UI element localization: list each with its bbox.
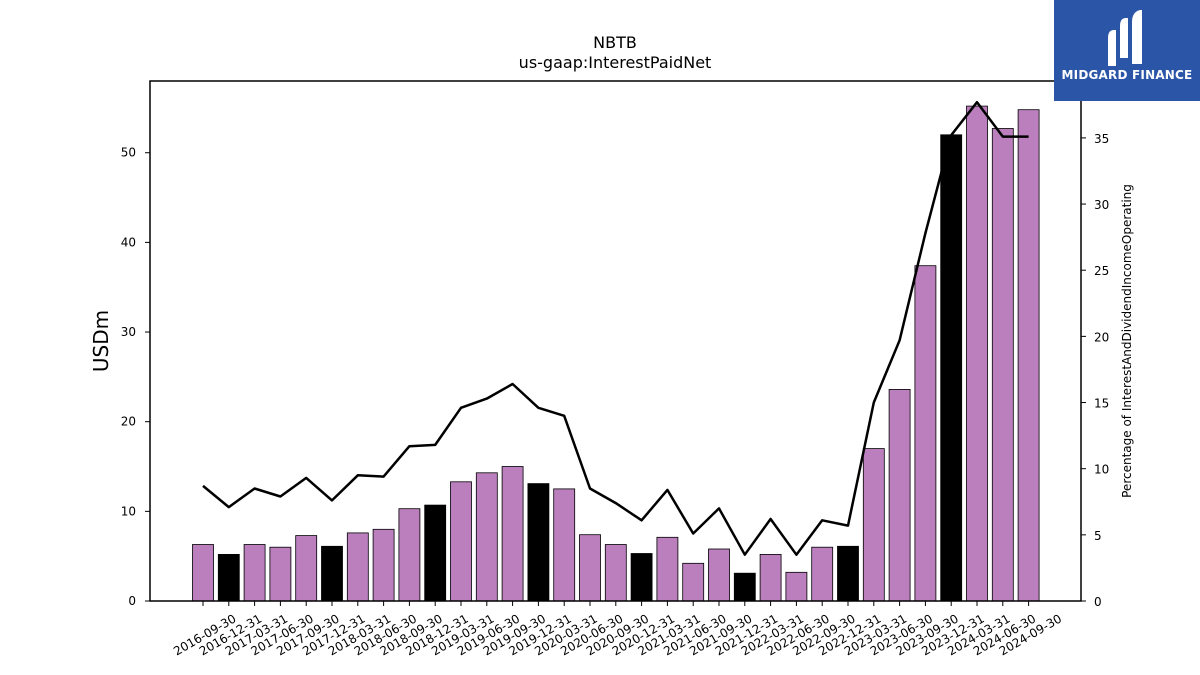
left-axis: 0 10 20 30 40 50 [121,146,150,608]
y2-tick-label: 10 [1094,463,1109,477]
bar-2019-06-30 [475,472,498,602]
y-tick-label: 50 [121,146,136,160]
bar-2022-06-30 [785,571,808,602]
y2-tick-label: 0 [1094,595,1102,609]
y2-axis-label: Percentage of InterestAndDividendIncomeO… [1120,184,1134,498]
bar-2018-06-30 [372,528,395,602]
x-axis: 2016-09-302016-12-312017-03-312017-06-30… [171,601,1064,658]
bar-2024-03-31 [966,105,988,602]
bar-2020-12-31 [630,553,653,602]
y2-tick-label: 5 [1094,529,1102,543]
bar-2017-06-30 [269,546,292,602]
bar-2021-12-31 [733,572,756,602]
bar-2022-03-31 [759,554,782,602]
bar-2017-12-31 [321,545,343,602]
y-tick-label: 20 [121,415,136,429]
chart-title: NBTB [593,33,637,52]
bar-2020-03-31 [553,488,576,602]
line-layer [202,100,1029,556]
bar-2019-03-31 [450,481,472,602]
bar-2018-03-31 [346,532,369,602]
bar-2016-12-31 [217,554,240,602]
bar-2018-09-30 [398,508,421,602]
bar-2017-09-30 [295,535,318,602]
bars-layer [192,105,1040,602]
y-tick-label: 0 [128,594,136,608]
y-tick-label: 10 [121,504,136,518]
bar-2023-06-30 [888,388,911,602]
bar-2021-09-30 [708,548,730,602]
y2-tick-label: 15 [1094,397,1109,411]
bar-2020-09-30 [604,544,627,602]
bar-2017-03-31 [243,544,266,602]
bar-2021-03-31 [656,536,679,602]
bar-2021-06-30 [682,562,705,602]
y-axis-label: USDm [89,310,113,372]
chart-subtitle: us-gaap:InterestPaidNet [519,53,712,72]
percentage-line [202,100,1029,556]
y2-tick-label: 25 [1094,264,1109,278]
y2-tick-label: 30 [1094,198,1109,212]
bar-2023-09-30 [914,265,937,602]
logo-mark-icon [1108,10,1142,66]
y2-tick-label: 20 [1094,330,1109,344]
y-tick-label: 30 [121,325,136,339]
bar-2018-12-31 [424,504,447,602]
bar-2023-12-31 [940,134,963,602]
bar-2024-06-30 [991,128,1014,602]
y2-tick-label: 35 [1094,132,1109,146]
bar-2022-09-30 [811,546,834,602]
bar-2020-06-30 [579,534,601,602]
bar-2024-09-30 [1017,109,1040,602]
brand-logo: MIDGARD FINANCE [1054,0,1200,101]
bar-2016-09-30 [192,544,214,602]
bar-2019-12-31 [527,483,550,602]
bar-2019-09-30 [501,466,524,602]
bar-2022-12-31 [837,545,859,602]
logo-text: MIDGARD FINANCE [1061,68,1193,82]
y-tick-label: 40 [121,235,136,249]
right-axis: 0 5 10 15 20 25 30 35 [1081,132,1109,609]
bar-2023-03-31 [862,448,885,602]
